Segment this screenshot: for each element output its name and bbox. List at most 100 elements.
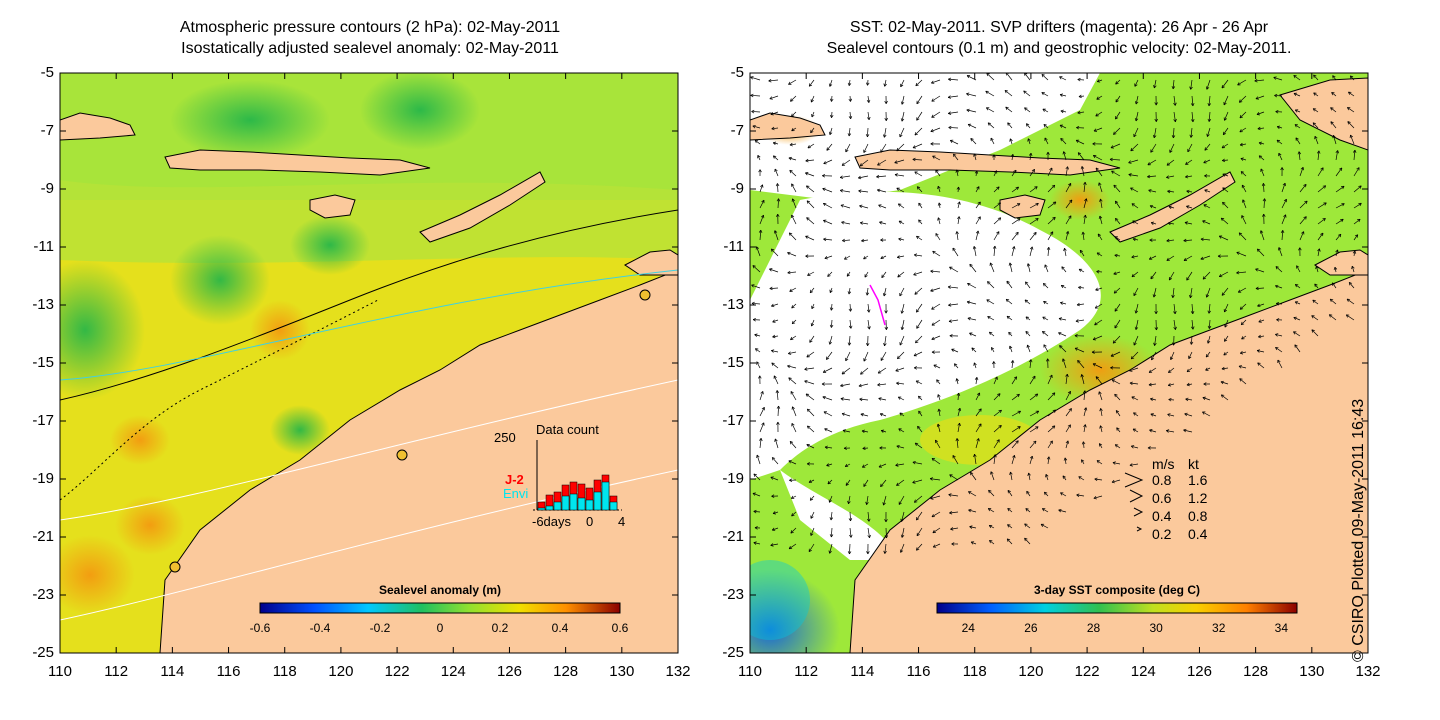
left-y-tick-label: -11 xyxy=(33,238,54,255)
right-y-tick-label: -13 xyxy=(722,296,744,313)
inset-bar-envi xyxy=(561,495,570,511)
left-colorbar-title: Sealevel anomaly (m) xyxy=(378,583,502,597)
left-title-line1: Atmospheric pressure contours (2 hPa): 0… xyxy=(179,19,561,36)
inset-bar-envi xyxy=(545,505,554,511)
left-y-tick-label: -13 xyxy=(32,296,54,313)
velocity-legend-ms: 0.6 xyxy=(1152,490,1172,506)
right-x-tick-label: 122 xyxy=(1074,663,1100,680)
left-y-tick-label: -15 xyxy=(32,354,54,371)
right-colorbar xyxy=(936,602,1298,614)
right-x-tick-label: 132 xyxy=(1355,663,1381,680)
inset-bar-envi xyxy=(593,491,602,511)
right-y-tick-label: -19 xyxy=(722,470,744,487)
right-x-tick-label: 116 xyxy=(906,663,931,680)
inset-xlabel-end: 4 xyxy=(618,514,626,529)
inset-chart xyxy=(533,440,622,511)
inset-bar-envi xyxy=(569,493,578,511)
velocity-legend-ms: 0.4 xyxy=(1152,508,1172,524)
colorbar-tick-label: 0.2 xyxy=(491,621,509,635)
copyright-label: © CSIRO Plotted 09-May-2011 16:43 xyxy=(1350,398,1367,662)
left-y-tick-label: -23 xyxy=(32,586,54,603)
inset-bar-envi xyxy=(585,499,594,511)
left-x-tick-label: 120 xyxy=(328,663,354,680)
colorbar-tick-label: -0.4 xyxy=(309,621,331,635)
left-x-tick-label: 110 xyxy=(48,663,72,680)
right-x-tick-label: 114 xyxy=(850,663,875,680)
inset-bar-envi xyxy=(553,501,562,511)
right-x-tick-label: 118 xyxy=(962,663,987,680)
left-y-tick-label: -17 xyxy=(32,412,54,429)
inset-series-envi: Envi xyxy=(503,486,529,501)
left-x-tick-label: 114 xyxy=(160,663,185,680)
left-y-tick-label: -21 xyxy=(32,528,54,545)
inset-series-j2: J-2 xyxy=(505,472,524,487)
colorbar-tick-label: -0.6 xyxy=(249,621,271,635)
right-y-tick-label: -25 xyxy=(722,644,744,661)
right-y-tick-label: -23 xyxy=(722,586,744,603)
velocity-legend-kt: 0.8 xyxy=(1188,508,1208,524)
left-x-tick-label: 124 xyxy=(440,663,466,680)
inset-xlabel-zero: 0 xyxy=(586,514,594,529)
velocity-legend-kt: 1.6 xyxy=(1188,472,1208,488)
velocity-legend-header-ms: m/s xyxy=(1152,456,1175,472)
left-x-tick-label: 128 xyxy=(553,663,579,680)
colorbar-tick-label: 0.4 xyxy=(551,621,569,635)
right-x-tick-label: 128 xyxy=(1243,663,1269,680)
left-colorbar xyxy=(259,602,621,614)
right-x-tick-label: 110 xyxy=(738,663,762,680)
velocity-legend-arrows xyxy=(1124,472,1144,532)
left-x-tick-label: 116 xyxy=(216,663,241,680)
left-x-tick-label: 112 xyxy=(104,663,129,680)
right-x-tick-label: 112 xyxy=(794,663,819,680)
velocity-legend-kt: 0.4 xyxy=(1188,526,1208,542)
inset-xlabel-start: -6days xyxy=(532,514,572,529)
right-x-tick-label: 124 xyxy=(1130,663,1156,680)
inset-bar-envi xyxy=(609,501,618,511)
left-y-tick-label: -19 xyxy=(32,470,54,487)
colorbar-tick-label: 0 xyxy=(436,621,444,635)
colorbar-tick-label: -0.2 xyxy=(369,621,391,635)
colorbar-tick-label: 0.6 xyxy=(611,621,629,635)
right-title-line2: Sealevel contours (0.1 m) and geostrophi… xyxy=(826,40,1292,57)
right-y-tick-label: -9 xyxy=(730,180,744,197)
left-x-tick-label: 122 xyxy=(384,663,410,680)
right-x-tick-label: 126 xyxy=(1186,663,1212,680)
velocity-legend-ms: 0.2 xyxy=(1152,526,1172,542)
colorbar-tick-label: 24 xyxy=(961,621,975,635)
right-title-line1: SST: 02-May-2011. SVP drifters (magenta)… xyxy=(849,19,1269,36)
velocity-legend-kt: 1.2 xyxy=(1188,490,1208,506)
left-y-tick-label: -9 xyxy=(40,180,54,197)
inset-title: Data count xyxy=(536,422,599,437)
colorbar-tick-label: 34 xyxy=(1274,621,1289,635)
right-y-tick-label: -17 xyxy=(722,412,744,429)
right-map xyxy=(750,73,1368,653)
right-y-tick-label: -7 xyxy=(730,122,744,139)
right-y-tick-label: -21 xyxy=(722,528,744,545)
colorbar-tick-label: 26 xyxy=(1024,621,1038,635)
left-x-tick-label: 126 xyxy=(496,663,522,680)
left-y-tick-label: -25 xyxy=(32,644,54,661)
right-y-tick-label: -11 xyxy=(723,238,744,255)
left-map xyxy=(60,73,678,653)
velocity-legend-ms: 0.8 xyxy=(1152,472,1172,488)
left-title-line2: Isostatically adjusted sealevel anomaly:… xyxy=(181,40,559,57)
left-y-tick-label: -5 xyxy=(40,64,54,81)
right-y-tick-label: -15 xyxy=(722,354,744,371)
right-colorbar-title: 3-day SST composite (deg C) xyxy=(1033,583,1201,597)
velocity-legend-header-kt: kt xyxy=(1188,456,1199,472)
inset-bar-envi xyxy=(577,497,586,511)
colorbar-tick-label: 32 xyxy=(1212,621,1226,635)
left-x-tick-label: 118 xyxy=(272,663,297,680)
inset-bar-envi xyxy=(601,481,610,511)
colorbar-tick-label: 30 xyxy=(1149,621,1163,635)
right-y-tick-label: -5 xyxy=(730,64,744,81)
inset-ymax: 250 xyxy=(494,430,516,445)
colorbar-tick-label: 28 xyxy=(1086,621,1101,635)
right-x-tick-label: 120 xyxy=(1018,663,1044,680)
left-x-tick-label: 132 xyxy=(665,663,691,680)
left-x-tick-label: 130 xyxy=(609,663,635,680)
inset-bar-envi xyxy=(537,507,546,511)
left-y-tick-label: -7 xyxy=(40,122,54,139)
right-x-tick-label: 130 xyxy=(1299,663,1325,680)
